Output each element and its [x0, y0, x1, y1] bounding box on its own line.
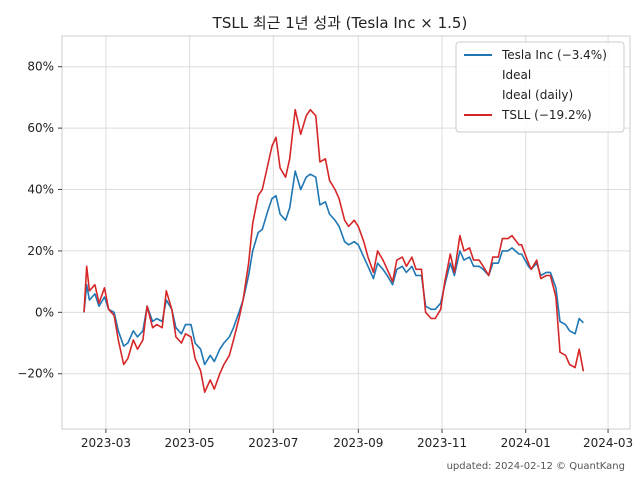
y-tick-label: 20% [27, 244, 54, 258]
x-tick-label: 2023-07 [248, 436, 298, 450]
grid [62, 36, 630, 429]
legend-label: Tesla Inc (−3.4%) [501, 48, 607, 62]
series-line-tsll [83, 108, 585, 393]
footer-credit: updated: 2024-02-12 © QuantKang [447, 461, 625, 472]
x-tick-label: 2023-11 [417, 436, 467, 450]
plot-frame [61, 35, 631, 430]
y-tick-label: 40% [27, 183, 54, 197]
y-axis-ticks: 80% 60% 40% 20% 0% −20% [17, 60, 62, 381]
legend: Tesla Inc (−3.4%) Ideal Ideal (daily) TSLL … [455, 41, 625, 133]
y-tick-label: −20% [17, 367, 54, 381]
legend-label: TSLL (−19.2%) [501, 108, 592, 122]
chart-title: TSLL 최근 1년 성과 (Tesla Inc × 1.5) [212, 14, 468, 32]
y-tick-label: 80% [27, 60, 54, 74]
x-tick-label: 2024-01 [501, 436, 551, 450]
legend-box [455, 41, 625, 133]
x-tick-label: 2024-03 [583, 436, 633, 450]
x-tick-label: 2023-09 [333, 436, 383, 450]
x-tick-label: 2023-05 [165, 436, 215, 450]
x-tick-label: 2023-03 [81, 436, 131, 450]
series-group [83, 108, 585, 393]
x-axis-ticks: 2023-03 2023-05 2023-07 2023-09 2023-11 2024-… [81, 429, 633, 450]
legend-label: Ideal [502, 68, 531, 82]
y-tick-label: 60% [27, 121, 54, 135]
y-tick-label: 0% [35, 305, 54, 319]
legend-label: Ideal (daily) [502, 88, 573, 102]
